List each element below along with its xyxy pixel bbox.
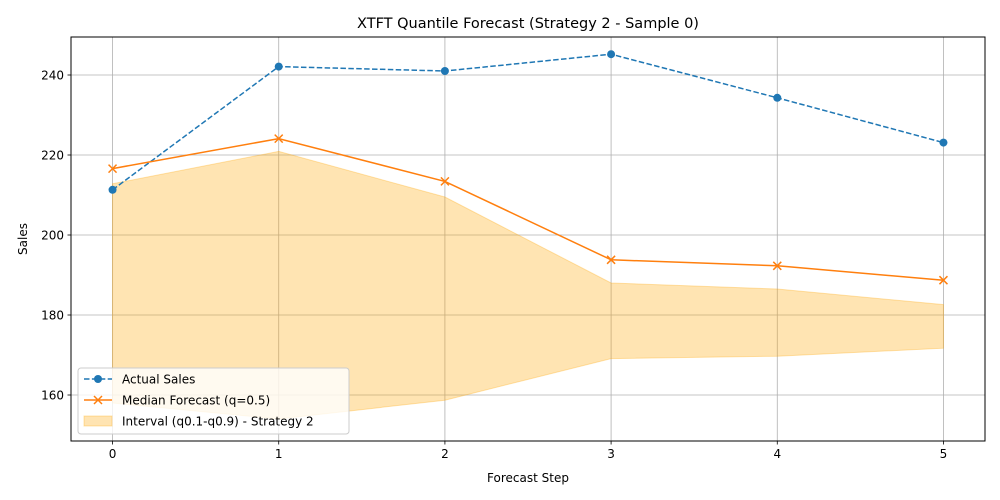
y-tick-label: 200 — [41, 228, 64, 242]
legend-actual-label: Actual Sales — [122, 373, 195, 387]
y-tick-label: 160 — [41, 388, 64, 402]
data-point-circle — [939, 138, 948, 147]
y-tick-label: 240 — [41, 68, 64, 82]
data-point-x — [772, 261, 782, 271]
y-axis-ticks: 160 180 200 220 240 — [41, 68, 71, 402]
x-tick-label: 3 — [607, 447, 615, 461]
x-tick-label: 0 — [109, 447, 117, 461]
plot-frame — [70, 36, 986, 442]
series-layer — [108, 50, 948, 285]
x-tick-label: 1 — [275, 447, 283, 461]
chart-title: XTFT Quantile Forecast (Strategy 2 - Sam… — [357, 16, 699, 32]
y-tick-label: 220 — [41, 148, 64, 162]
grid-lines — [71, 37, 985, 441]
data-point-circle — [108, 185, 117, 194]
x-tick-label: 4 — [773, 447, 781, 461]
x-axis-ticks: 0 1 2 3 4 5 — [109, 441, 948, 461]
data-point-x — [108, 164, 118, 174]
x-tick-label: 2 — [441, 447, 449, 461]
data-point-x — [440, 176, 450, 186]
y-tick-label: 180 — [41, 308, 64, 322]
legend-median-label: Median Forecast (q=0.5) — [122, 394, 270, 408]
legend-median-marker-icon — [93, 395, 103, 405]
x-tick-label: 5 — [940, 447, 948, 461]
y-axis-label: Sales — [16, 223, 30, 255]
legend-interval-swatch-icon — [83, 415, 113, 427]
data-point-circle — [607, 50, 616, 59]
x-axis-label: Forecast Step — [487, 471, 569, 485]
legend-box — [77, 367, 350, 435]
data-point-circle — [773, 93, 782, 102]
data-point-x — [606, 255, 616, 265]
data-point-circle — [440, 67, 449, 75]
series-line-1 — [112, 137, 944, 281]
legend-actual-marker-icon — [94, 375, 102, 383]
legend-interval-label: Interval (q0.1-q0.9) - Strategy 2 — [122, 415, 314, 429]
data-point-circle — [274, 62, 283, 71]
data-point-x — [938, 275, 948, 285]
data-point-x — [274, 134, 284, 144]
legend: Actual Sales Median Forecast (q=0.5) Int… — [77, 367, 350, 435]
